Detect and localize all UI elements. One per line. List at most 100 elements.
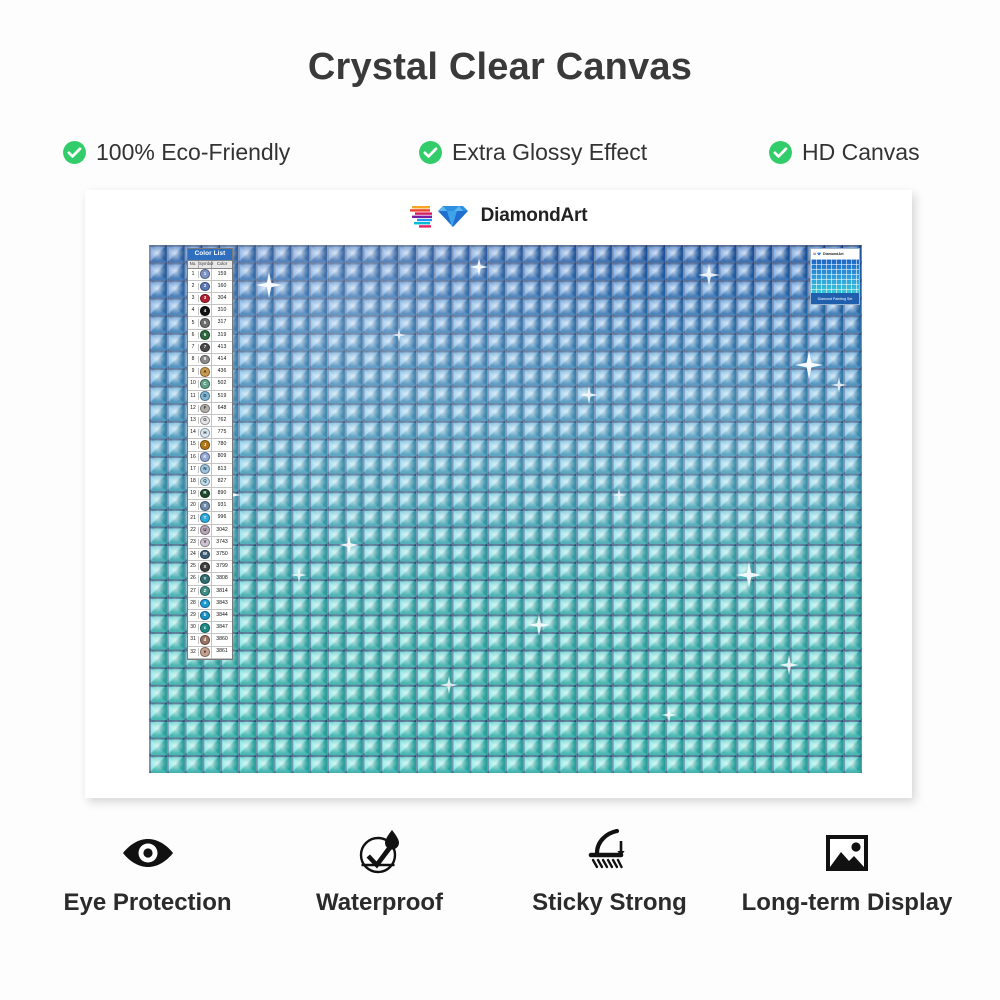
color-swatch: V bbox=[200, 537, 210, 548]
bottom-feature-eye-protection: Eye Protection bbox=[30, 828, 265, 917]
row-symbol: G bbox=[199, 414, 212, 427]
color-swatch: b bbox=[200, 610, 210, 621]
column-header-color: Color bbox=[216, 261, 228, 267]
row-color-code: 160 bbox=[217, 282, 227, 289]
row-number: 17 bbox=[188, 465, 199, 473]
row-color-code: 931 bbox=[217, 502, 227, 509]
row-number: 18 bbox=[188, 477, 199, 486]
color-swatch: 3 bbox=[200, 293, 210, 304]
row-color-code: 3860 bbox=[216, 636, 228, 643]
feature-badge-row: 100% Eco-Friendly Extra Glossy Effect HD… bbox=[0, 132, 1000, 172]
diamond-painting-artwork: Color List No. Symbol Color 1 1 159 2 2 160 3 3… bbox=[149, 245, 862, 773]
row-number: 24 bbox=[188, 550, 199, 559]
table-row: 28 a 3843 bbox=[188, 597, 232, 610]
row-symbol: a bbox=[199, 597, 212, 609]
brand-name: DiamondArt bbox=[480, 205, 588, 226]
color-swatch: G bbox=[200, 415, 210, 426]
row-symbol: 3 bbox=[199, 293, 212, 305]
color-list-table: Color List No. Symbol Color 1 1 159 2 2 160 3 3… bbox=[187, 248, 233, 660]
row-number: 14 bbox=[188, 429, 199, 437]
row-symbol: 5 bbox=[199, 317, 212, 329]
row-symbol: J bbox=[199, 439, 212, 451]
table-row: 10 C 502 bbox=[188, 378, 232, 391]
color-list-header: No. Symbol Color bbox=[188, 259, 232, 269]
thumbnail-caption: Diamond Painting Set bbox=[811, 293, 859, 304]
check-circle-icon bbox=[769, 140, 792, 164]
color-swatch: F bbox=[200, 403, 210, 414]
water-drop-check-icon bbox=[262, 828, 497, 878]
table-row: 2 2 160 bbox=[188, 280, 232, 294]
color-swatch: d bbox=[200, 635, 210, 645]
color-list-body: 1 1 159 2 2 160 3 3 304 4 4 310 5 5 317 6 6 319 7 7 413 8 8 414… bbox=[188, 268, 232, 659]
table-row: 21 T 996 bbox=[188, 512, 232, 525]
table-row: 6 6 319 bbox=[188, 329, 232, 342]
row-color-code: 3844 bbox=[216, 611, 228, 618]
row-symbol: 4 bbox=[199, 305, 212, 317]
check-circle-icon bbox=[419, 140, 442, 164]
row-number: 22 bbox=[188, 526, 199, 534]
diamond-logo-icon bbox=[813, 252, 822, 256]
row-number: 7 bbox=[188, 343, 199, 352]
row-number: 4 bbox=[188, 307, 199, 315]
color-swatch: e bbox=[200, 647, 210, 657]
row-number: 5 bbox=[188, 319, 199, 327]
table-row: 7 7 413 bbox=[188, 341, 232, 354]
row-color-code: 3847 bbox=[216, 624, 228, 631]
color-swatch: W bbox=[200, 549, 210, 560]
table-row: 3 3 304 bbox=[188, 293, 232, 306]
color-list-title: Color List bbox=[188, 249, 232, 260]
row-color-code: 996 bbox=[217, 514, 227, 521]
row-symbol: Y bbox=[199, 573, 212, 585]
color-swatch: N bbox=[200, 464, 210, 475]
table-row: 18 Q 827 bbox=[188, 475, 232, 489]
bottom-feature-row: Eye Protection Waterproof bbox=[0, 828, 1000, 938]
row-symbol: D bbox=[199, 390, 212, 402]
row-color-code: 519 bbox=[217, 392, 227, 399]
row-color-code: 3042 bbox=[216, 526, 228, 533]
row-number: 21 bbox=[188, 514, 199, 522]
row-symbol: N bbox=[199, 463, 212, 475]
table-row: 26 Y 3808 bbox=[188, 573, 232, 586]
color-swatch: 7 bbox=[200, 342, 210, 353]
diamond-drill-texture bbox=[149, 245, 862, 773]
row-number: 30 bbox=[188, 624, 199, 632]
color-swatch: c bbox=[200, 622, 210, 633]
bottom-feature-long-term-display: Long-term Display bbox=[712, 828, 982, 917]
feature-badge-label: Extra Glossy Effect bbox=[452, 138, 648, 165]
row-number: 16 bbox=[188, 453, 199, 461]
table-row: 30 c 3847 bbox=[188, 622, 232, 635]
row-number: 12 bbox=[188, 404, 199, 413]
row-color-code: 414 bbox=[217, 355, 227, 362]
row-symbol: e bbox=[199, 646, 212, 658]
row-number: 9 bbox=[188, 368, 199, 376]
table-row: 16 K 809 bbox=[188, 451, 232, 464]
feature-badge-label: 100% Eco-Friendly bbox=[96, 138, 291, 165]
row-color-code: 310 bbox=[217, 307, 227, 314]
row-number: 27 bbox=[188, 587, 199, 595]
row-color-code: 436 bbox=[217, 368, 227, 375]
row-symbol: T bbox=[199, 512, 212, 524]
table-row: 13 G 762 bbox=[188, 414, 232, 428]
row-color-code: 317 bbox=[217, 319, 227, 326]
table-row: 22 U 3042 bbox=[188, 524, 232, 537]
row-color-code: 413 bbox=[217, 343, 227, 350]
row-symbol: S bbox=[199, 500, 212, 512]
table-row: 23 V 3743 bbox=[188, 536, 232, 549]
row-number: 15 bbox=[188, 441, 199, 449]
row-symbol: U bbox=[199, 524, 212, 536]
color-swatch: R bbox=[200, 488, 210, 499]
row-color-code: 827 bbox=[217, 477, 227, 484]
row-number: 1 bbox=[188, 270, 199, 278]
feature-badge-glossy: Extra Glossy Effect bbox=[418, 139, 647, 166]
color-swatch: T bbox=[200, 513, 210, 523]
picture-icon bbox=[712, 828, 982, 878]
bottom-feature-waterproof: Waterproof bbox=[262, 828, 497, 917]
row-symbol: Z bbox=[199, 585, 212, 597]
row-symbol: F bbox=[199, 402, 212, 414]
table-row: 11 D 519 bbox=[188, 390, 232, 403]
table-row: 14 H 775 bbox=[188, 427, 232, 440]
picture-glyph bbox=[826, 835, 868, 871]
brand-logo: DiamondArt bbox=[85, 200, 912, 232]
color-swatch: C bbox=[200, 379, 210, 389]
